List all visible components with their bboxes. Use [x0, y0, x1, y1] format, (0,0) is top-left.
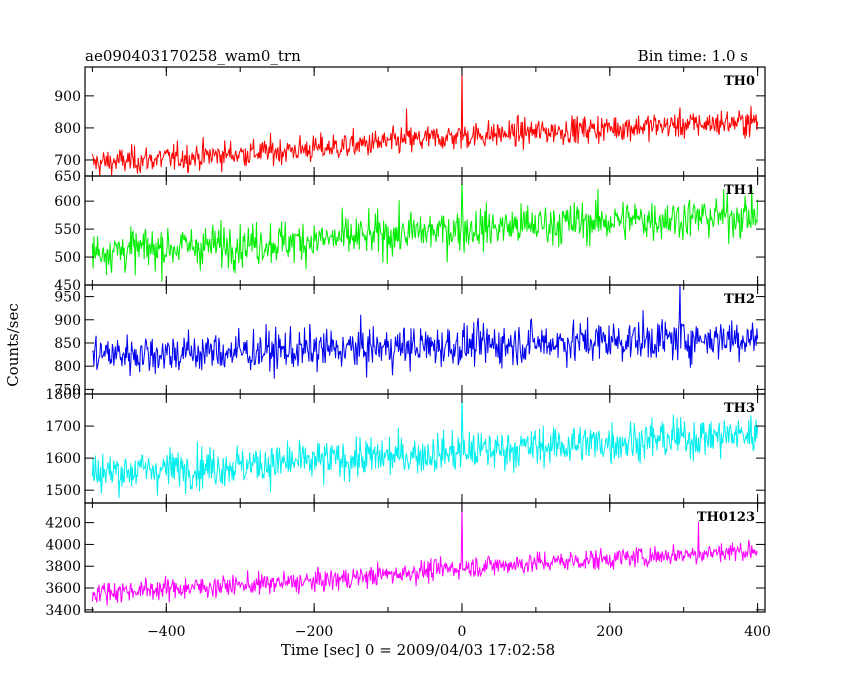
y-tick-label: 600 [54, 194, 81, 210]
panel-label-th2: TH2 [724, 292, 755, 307]
y-tick-label: 700 [54, 153, 81, 169]
y-tick-label: 3800 [45, 559, 81, 575]
chart-title: ae090403170258_wam0_trn [85, 47, 301, 65]
y-tick-label: 1600 [45, 451, 81, 467]
x-tick-label: 400 [744, 624, 771, 640]
panel-label-th3: TH3 [724, 401, 755, 416]
x-axis-label: Time [sec] 0 = 2009/04/03 17:02:58 [281, 641, 555, 659]
y-tick-label: 550 [54, 222, 81, 238]
y-tick-label: 850 [54, 336, 81, 352]
y-tick-label: 3600 [45, 581, 81, 597]
y-tick-label: 900 [54, 89, 81, 105]
y-tick-label: 500 [54, 250, 81, 266]
y-tick-label: 1800 [45, 387, 81, 403]
panel-label-th0: TH0 [724, 74, 755, 89]
panel-frame-th0123 [84, 502, 766, 613]
y-tick-label: 4000 [45, 537, 81, 553]
series-line-th1 [91, 178, 759, 282]
x-tick-label: −200 [295, 624, 333, 640]
series-line-th3 [91, 397, 759, 498]
y-tick-label: 800 [54, 121, 81, 137]
y-tick-label: 1700 [45, 419, 81, 435]
y-tick-label: 1500 [45, 483, 81, 499]
y-tick-label: 950 [54, 290, 81, 306]
series-line-th0123 [91, 503, 759, 606]
y-tick-label: 750 [54, 382, 81, 398]
x-tick-label: 200 [596, 624, 623, 640]
panel-label-th0123: TH0123 [697, 510, 755, 525]
panel-label-th1: TH1 [724, 183, 755, 198]
series-line-th0 [91, 67, 759, 176]
x-tick-label: 0 [457, 624, 466, 640]
series-line-th2 [92, 285, 759, 379]
y-tick-label: 4200 [45, 516, 81, 532]
bin-time-label: Bin time: 1.0 s [638, 47, 748, 65]
x-tick-label: −400 [147, 624, 185, 640]
y-tick-label: 800 [54, 359, 81, 375]
y-tick-label: 650 [54, 169, 81, 185]
y-tick-label: 3400 [45, 603, 81, 619]
y-tick-label: 900 [54, 313, 81, 329]
y-tick-label: 450 [54, 278, 81, 294]
y-axis-label: Counts/sec [4, 303, 22, 387]
